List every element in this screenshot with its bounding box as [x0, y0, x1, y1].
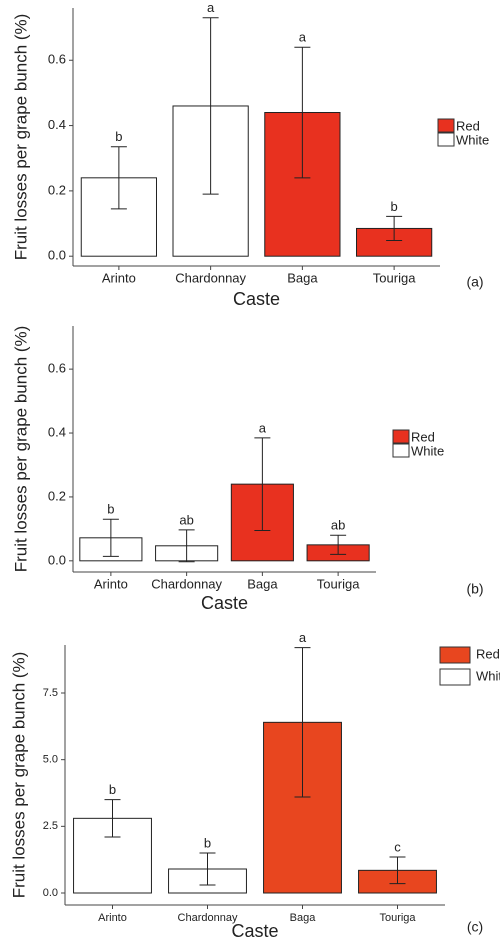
legend-swatch — [437, 132, 455, 147]
error-bar — [199, 852, 216, 886]
y-axis-title: Fruit losses per grape bunch (%) — [11, 14, 30, 261]
x-axis-title: Caste — [201, 593, 248, 613]
legend-label: Red — [476, 646, 500, 661]
x-tick-label: Baga — [290, 912, 317, 924]
legend-label: Red — [456, 118, 480, 133]
y-tick-label: 0.4 — [48, 424, 66, 439]
x-tick-label: Baga — [287, 270, 318, 285]
x-tick-label: Touriga — [317, 576, 360, 591]
y-axis-title: Fruit losses per grape bunch (%) — [9, 652, 28, 899]
x-tick-label: Chardonnay — [178, 912, 238, 924]
legend-swatch — [439, 668, 471, 686]
x-axis-title: Caste — [233, 289, 280, 309]
y-tick-label: 0.4 — [48, 117, 66, 132]
x-tick-label: Arinto — [94, 576, 128, 591]
error-bar — [202, 17, 219, 195]
error-bar — [104, 799, 121, 838]
significance-letter: b — [107, 502, 114, 517]
error-bar — [294, 46, 311, 179]
error-bar — [294, 647, 311, 798]
legend-label: White — [476, 668, 500, 683]
significance-letter: ab — [331, 518, 345, 533]
y-tick-label: 0.0 — [43, 887, 58, 899]
y-tick-label: 2.5 — [43, 820, 58, 832]
error-bar — [110, 146, 127, 210]
legend-swatch — [439, 646, 471, 664]
panel-label: (c) — [467, 919, 483, 935]
error-bar — [389, 856, 406, 885]
x-tick-label: Chardonnay — [175, 270, 246, 285]
significance-letter: a — [299, 630, 307, 645]
significance-letter: b — [391, 199, 398, 214]
x-tick-label: Touriga — [379, 912, 416, 924]
panel-label: (b) — [466, 581, 483, 597]
y-tick-label: 0.2 — [48, 182, 66, 197]
x-tick-label: Arinto — [98, 912, 127, 924]
significance-letter: a — [299, 30, 307, 45]
significance-letter: b — [115, 129, 122, 144]
y-axis-title: Fruit losses per grape bunch (%) — [11, 326, 30, 573]
y-tick-label: 0.0 — [48, 248, 66, 263]
x-tick-label: Chardonnay — [151, 576, 222, 591]
y-tick-label: 0.2 — [48, 488, 66, 503]
y-tick-label: 5.0 — [43, 754, 58, 766]
legend-swatch — [392, 429, 410, 444]
panel-label: (a) — [466, 274, 483, 290]
significance-letter: a — [207, 0, 215, 15]
x-tick-label: Touriga — [373, 270, 416, 285]
significance-letter: b — [204, 835, 211, 850]
legend-swatch — [437, 118, 455, 133]
legend-label: White — [411, 443, 444, 458]
significance-letter: ab — [179, 512, 193, 527]
legend-label: White — [456, 132, 489, 147]
error-bar — [178, 529, 195, 563]
significance-letter: a — [259, 420, 267, 435]
y-tick-label: 0.0 — [48, 552, 66, 567]
legend-swatch — [392, 443, 410, 458]
legend-label: Red — [411, 429, 435, 444]
x-tick-label: Baga — [247, 576, 278, 591]
error-bar — [330, 534, 347, 555]
y-tick-label: 0.6 — [48, 361, 66, 376]
significance-letter: c — [394, 839, 401, 854]
x-tick-label: Arinto — [102, 270, 136, 285]
significance-letter: b — [109, 782, 116, 797]
x-axis-title: Caste — [231, 921, 278, 941]
error-bar — [102, 518, 119, 557]
y-tick-label: 7.5 — [43, 687, 58, 699]
error-bar — [386, 215, 403, 242]
y-tick-label: 0.6 — [48, 52, 66, 67]
error-bar — [254, 437, 271, 531]
